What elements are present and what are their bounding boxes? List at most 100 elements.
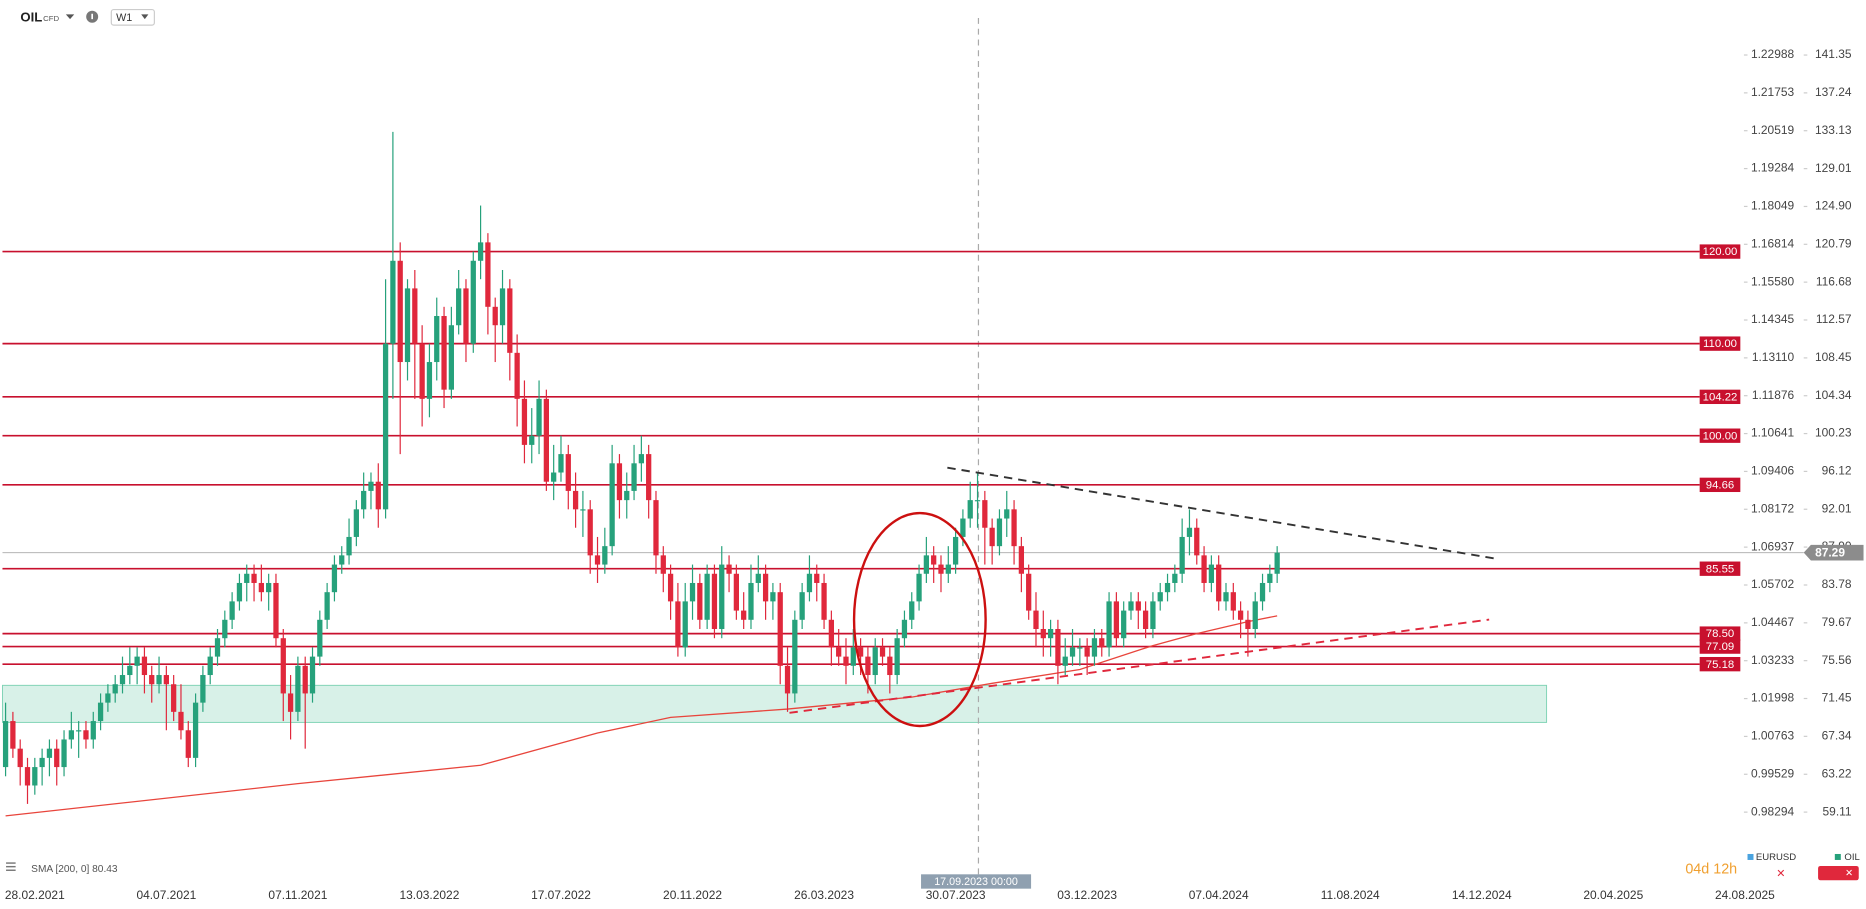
y2-tick-label: 1.22988: [1751, 47, 1795, 61]
timeframe-select[interactable]: [110, 8, 155, 26]
y-tick-label: 92.01: [1822, 501, 1852, 515]
x-tick-label: 24.08.2025: [1715, 888, 1775, 902]
candle-body: [646, 454, 652, 501]
candle-body: [748, 582, 754, 620]
candle-body: [529, 435, 535, 445]
y-tick-label: 133.13: [1815, 123, 1852, 137]
candle-body: [1245, 619, 1251, 630]
candle-body: [638, 454, 644, 464]
candle-body: [331, 564, 338, 593]
candle-body: [923, 555, 930, 574]
y-tick-label: 75.56: [1822, 653, 1852, 667]
x-tick-label: 26.03.2023: [794, 888, 854, 902]
y2-tick-label: 1.14345: [1751, 312, 1795, 326]
y2-tick-label: 1.13110: [1752, 350, 1795, 364]
y-tick-label: 108.45: [1815, 350, 1852, 364]
level-label-box: [1699, 561, 1741, 576]
candle-body: [960, 518, 966, 537]
legend-label[interactable]: EURUSD: [1756, 852, 1796, 863]
candle-body: [572, 490, 579, 510]
candle-body: [339, 555, 345, 565]
symbol: OIL: [20, 9, 42, 24]
candle-body: [887, 656, 893, 676]
remove-button[interactable]: [1818, 865, 1859, 881]
x-tick-label: 07.04.2024: [1189, 888, 1249, 902]
candle-body: [54, 748, 60, 768]
y-tick-label: 100.23: [1815, 426, 1852, 440]
y-tick-label: 67.34: [1822, 728, 1852, 742]
candle-body: [24, 767, 31, 786]
y2-tick-label: 1.20519: [1751, 123, 1795, 137]
footer: SMA [200, 0] 80.43 04d 12h EURUSD OIL ✕ …: [6, 852, 1860, 881]
candle-body: [594, 555, 601, 565]
y2-tick-label: 1.03233: [1751, 653, 1795, 667]
candle-body: [10, 721, 16, 749]
candle-body: [46, 748, 53, 758]
candle-body: [580, 509, 586, 511]
candle-body: [996, 518, 1003, 547]
candle-body: [792, 619, 798, 694]
candle-body: [675, 601, 681, 648]
candle-body: [1026, 573, 1032, 611]
candle-body: [434, 316, 440, 363]
candle-body: [521, 398, 528, 445]
candle-body: [32, 767, 38, 786]
y2-tick-label: 1.08172: [1751, 501, 1795, 515]
candle-body: [1106, 601, 1112, 648]
symbol-type: CFD: [43, 14, 59, 23]
y2-tick-label: 1.21753: [1751, 85, 1795, 99]
candle-body: [76, 730, 82, 732]
candle-body: [61, 739, 67, 768]
x-tick-label: 30.07.2023: [926, 888, 986, 902]
sma-line: [5, 615, 1278, 817]
candle-body: [733, 573, 740, 611]
candle-body: [697, 582, 703, 620]
candle-body: [1223, 592, 1229, 602]
candle-body: [850, 647, 856, 666]
candle-body: [558, 454, 564, 473]
candle-body: [112, 684, 118, 694]
candle-body: [456, 288, 462, 326]
candle-body: [1062, 656, 1068, 666]
candle-body: [536, 398, 542, 436]
levels: 120.00110.00104.22100.0094.6685.5578.507…: [2, 244, 1804, 672]
candle-body: [149, 675, 155, 685]
candle-body: [266, 582, 272, 593]
level-label-box: [1699, 389, 1741, 405]
candle-body: [719, 564, 725, 630]
y2-tick-label: 1.06937: [1751, 539, 1795, 553]
candle-body: [865, 656, 871, 676]
x-tick-label: 13.03.2022: [400, 888, 460, 902]
candle-body: [507, 288, 513, 353]
candle-body: [1084, 647, 1090, 657]
candle-body: [931, 555, 937, 565]
candle-body: [660, 555, 666, 574]
level-label-box: [1699, 244, 1741, 259]
candle-body: [806, 573, 813, 593]
y-tick-label: 141.35: [1815, 47, 1852, 61]
legend-label[interactable]: OIL: [1844, 852, 1859, 863]
candle-body: [879, 647, 886, 657]
y-tick-label: 63.22: [1822, 766, 1852, 780]
x-tick-label: 07.11.2021: [268, 888, 327, 902]
symbol-dropdown[interactable]: [65, 14, 75, 20]
indicator-icon: [6, 862, 16, 864]
candle-body: [1128, 601, 1134, 611]
y2-tick-label: 1.19284: [1751, 161, 1795, 175]
candle-body: [1172, 573, 1178, 583]
crosshair-label: 17.09.2023 00:00: [934, 876, 1018, 888]
y-tick-label: 129.01: [1815, 161, 1852, 175]
candle-body: [1164, 582, 1171, 593]
candle-body: [309, 656, 316, 694]
candle-body: [814, 573, 820, 583]
level-label: 77.09: [1706, 641, 1734, 653]
close-icon[interactable]: ✕: [1776, 868, 1785, 880]
candle-body: [667, 573, 674, 602]
level-label-box: [1699, 656, 1741, 672]
candle-body: [382, 343, 389, 510]
candle-body: [361, 490, 367, 510]
candle-body: [916, 573, 922, 602]
candle-body: [258, 582, 264, 593]
candle-body: [1121, 610, 1127, 639]
candle-body: [938, 564, 944, 574]
